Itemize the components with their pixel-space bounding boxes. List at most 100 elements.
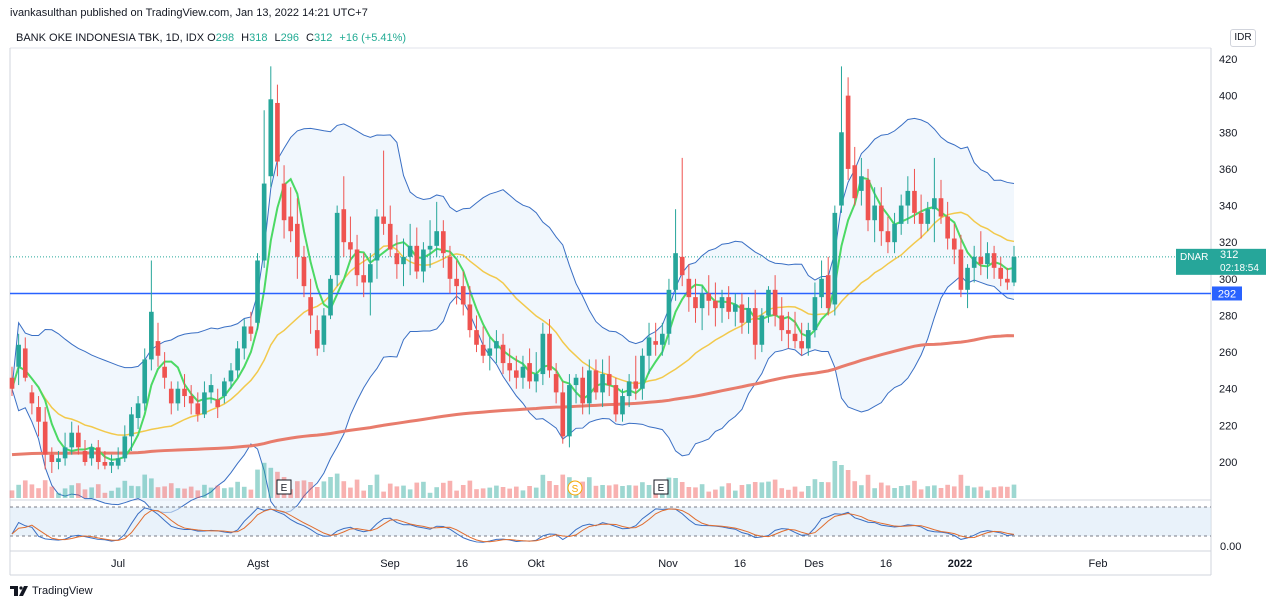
volume-bar xyxy=(786,489,791,498)
volume-bar xyxy=(387,483,393,498)
volume-bar xyxy=(135,486,141,498)
candle-body xyxy=(606,374,612,386)
currency-button[interactable]: IDR xyxy=(1230,29,1256,47)
volume-bar xyxy=(301,480,307,498)
candle-body xyxy=(467,304,473,331)
candle-body xyxy=(726,297,731,312)
volume-bar xyxy=(752,482,758,498)
volume-bar xyxy=(29,484,35,498)
volume-bar xyxy=(348,487,353,498)
earnings-marker: E xyxy=(276,479,292,495)
volume-bar xyxy=(381,491,386,498)
x-tick-label: Sep xyxy=(380,558,400,570)
volume-bar xyxy=(208,487,214,498)
volume-bar xyxy=(255,469,260,498)
volume-bar xyxy=(314,487,320,498)
publisher-attribution: ivankasulthan published on TradingView.c… xyxy=(10,7,368,19)
candle-body xyxy=(779,315,785,331)
volume-bar xyxy=(593,485,599,498)
volume-bar xyxy=(474,489,479,498)
volume-bar xyxy=(507,488,513,498)
candle-body xyxy=(480,344,486,356)
volume-bar xyxy=(553,485,559,498)
volume-bar xyxy=(95,484,101,498)
bollinger-upper-line xyxy=(11,117,1015,389)
candle-body xyxy=(454,278,459,287)
ma-fast-line xyxy=(11,176,1015,461)
volume-bar xyxy=(102,492,108,498)
candle-body xyxy=(135,403,141,419)
candle-body xyxy=(633,381,639,389)
volume-bar xyxy=(129,485,134,498)
candle-body xyxy=(208,385,214,393)
candle-body xyxy=(129,414,134,437)
open-label: O xyxy=(207,32,216,44)
earnings-marker-box xyxy=(653,479,669,495)
x-tick-label: Feb xyxy=(1089,558,1108,570)
volume-bar xyxy=(261,462,267,498)
candle-body xyxy=(852,165,858,199)
candle-body xyxy=(746,308,751,323)
candle-body xyxy=(348,242,353,250)
volume-bar xyxy=(434,487,440,498)
candle-body xyxy=(407,245,413,257)
volume-bar xyxy=(673,478,678,498)
volume-bar xyxy=(22,480,28,498)
volume-bar xyxy=(155,487,161,498)
candle-body xyxy=(699,293,705,309)
tradingview-brand: TradingView xyxy=(32,585,93,597)
candle-body xyxy=(912,190,917,213)
candle-body xyxy=(288,216,294,232)
candle-body xyxy=(766,289,771,316)
volume-bar xyxy=(766,481,771,498)
candle-body xyxy=(301,256,307,287)
volume-bar xyxy=(427,492,433,498)
price-label-ticker: DNAR xyxy=(1180,252,1208,263)
candle-body xyxy=(434,231,440,246)
volume-bar xyxy=(905,485,911,498)
symbol-name[interactable]: BANK OKE INDONESIA TBK, 1D, IDX xyxy=(16,32,205,44)
volume-bar xyxy=(606,485,612,498)
y-tick-label: 220 xyxy=(1219,420,1237,432)
candle-body xyxy=(447,256,453,279)
volume-bar xyxy=(932,485,937,498)
candle-body xyxy=(228,370,234,382)
candle-body xyxy=(892,223,897,243)
volume-bar xyxy=(487,487,493,498)
candle-body xyxy=(49,454,55,462)
volume-bar xyxy=(713,489,718,498)
candle-body xyxy=(918,212,924,224)
x-tick-label: 16 xyxy=(734,558,746,570)
volume-bar xyxy=(394,486,400,498)
volume-bar xyxy=(341,481,347,498)
volume-bar xyxy=(228,487,234,498)
candle-body xyxy=(752,308,758,345)
ma-long-line xyxy=(11,334,1015,457)
candle-body xyxy=(938,198,944,217)
volume-bar xyxy=(898,486,904,498)
candle-body xyxy=(215,399,221,408)
volume-bar xyxy=(1005,486,1010,498)
candle-body xyxy=(401,256,406,265)
volume-bar xyxy=(49,486,55,498)
earnings-marker-box xyxy=(276,479,292,495)
candle-body xyxy=(600,374,605,393)
candle-body xyxy=(202,392,207,415)
candle-body xyxy=(805,330,811,349)
candle-body xyxy=(168,388,174,404)
volume-bar xyxy=(859,485,864,498)
y-tick-label: 260 xyxy=(1219,347,1237,359)
candle-body xyxy=(520,366,526,378)
volume-bar xyxy=(805,486,811,498)
volume-bar xyxy=(779,488,785,498)
volume-bar xyxy=(122,480,128,498)
x-tick-label: Okt xyxy=(527,558,544,570)
y-tick-label: 360 xyxy=(1219,164,1237,176)
volume-bar xyxy=(500,487,506,498)
candle-body xyxy=(16,344,21,367)
candle-body xyxy=(474,330,479,345)
candle-body xyxy=(460,286,466,305)
volume-bar xyxy=(852,481,858,498)
volume-bar xyxy=(533,487,539,498)
